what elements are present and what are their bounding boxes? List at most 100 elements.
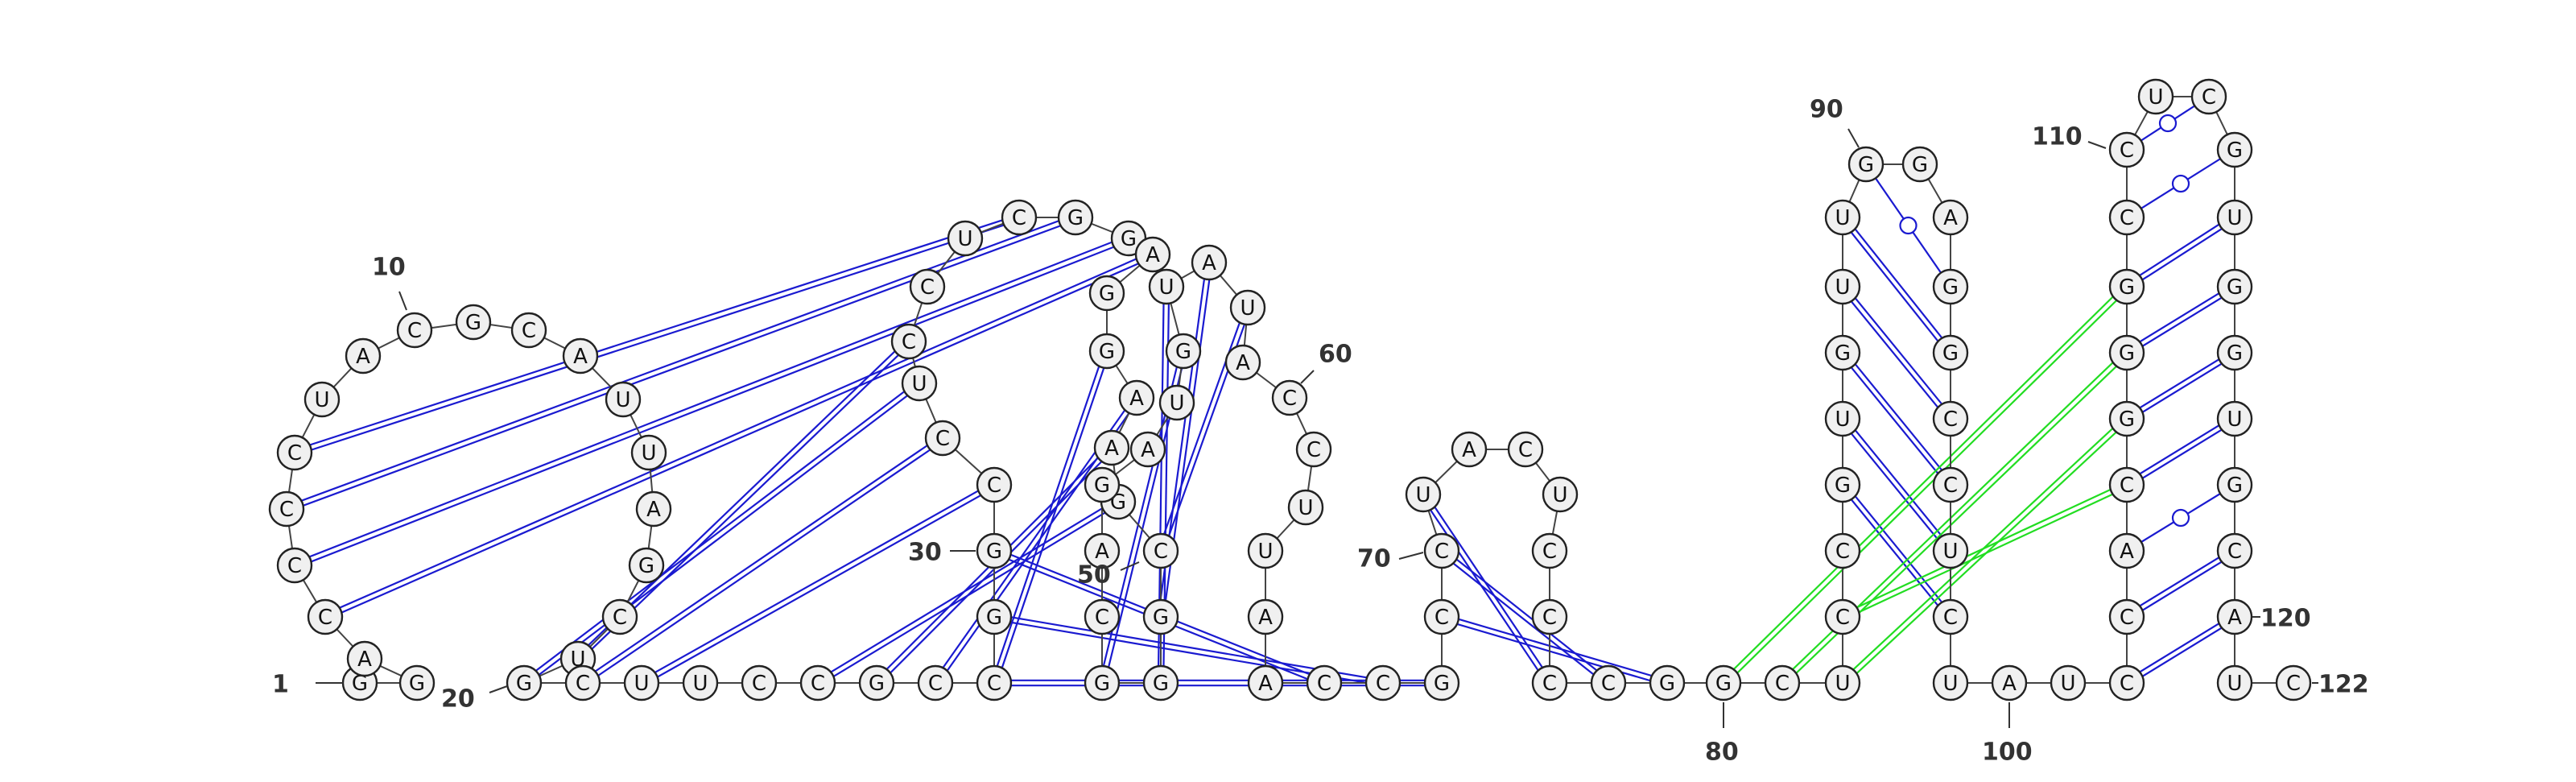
nucleotide-106: G	[2108, 400, 2145, 437]
nucleotide-circle	[623, 664, 660, 701]
nucleotide-letter: G	[465, 311, 481, 335]
nucleotide-circle	[1932, 334, 1969, 371]
nucleotide-letter: A	[2120, 540, 2134, 564]
nucleotide-letter: C	[928, 672, 943, 696]
nucleotide-circle	[1932, 532, 1969, 569]
nucleotide-73: C	[1507, 431, 1544, 468]
nucleotide-circle	[346, 640, 383, 677]
nucleotide-circle	[1287, 489, 1324, 526]
nucleotide-32: C	[924, 420, 961, 457]
nucleotide-circle	[601, 598, 638, 635]
nucleotide-letter: G	[1121, 227, 1137, 251]
nucleotide-110: C	[2108, 131, 2145, 168]
pair-line-b	[1443, 548, 1611, 682]
nucleotide-circle	[1764, 664, 1801, 701]
nucleotide-letter: U	[2227, 206, 2242, 230]
nucleotide-47: G	[1142, 598, 1179, 635]
nucleotide-letter: U	[1835, 672, 1850, 696]
nucleotide-letter: C	[1012, 206, 1026, 230]
nucleotide-3: A	[346, 640, 383, 677]
pair-line-b	[1424, 492, 1553, 682]
pair-line-a	[287, 218, 1077, 513]
nucleotide-letter: G	[869, 672, 885, 696]
pair-line-b	[2124, 614, 2234, 682]
nucleotide-circle	[506, 664, 543, 701]
nucleotide-circle	[1084, 466, 1121, 503]
nucleotide-letter: A	[1104, 437, 1119, 461]
nucleotide-92: A	[1932, 199, 1969, 236]
nucleotide-letter: C	[613, 606, 627, 630]
nucleotide-circle	[1423, 532, 1460, 569]
nucleotide-letter: U	[1835, 408, 1850, 432]
nucleotide-letter: G	[986, 540, 1002, 564]
nucleotide-letter: C	[1943, 606, 1958, 630]
nucleotide-120: A	[2216, 598, 2253, 635]
nucleotide-letter: U	[2227, 672, 2242, 696]
nucleotide-letter: C	[1943, 474, 1958, 498]
nucleotide-letter: C	[1307, 438, 1321, 462]
nucleotide-circle	[1084, 598, 1121, 635]
position-label-80: 80	[1705, 702, 1739, 767]
nucleotide-circle	[276, 434, 313, 471]
pair-line-a	[1440, 619, 1667, 687]
nucleotide-101: U	[2050, 664, 2087, 701]
nucleotide-66: C	[1306, 664, 1343, 701]
nucleotide-circle	[1824, 268, 1861, 305]
nucleotide-letter: C	[1435, 540, 1449, 564]
nucleotide-circle	[890, 323, 927, 360]
nucleotide-72: A	[1451, 431, 1488, 468]
position-label-110: 110	[2032, 123, 2107, 151]
position-label-30: 30	[908, 539, 976, 567]
nucleotide-12: C	[510, 312, 547, 349]
nucleotide-circle	[1129, 431, 1166, 468]
nucleotide-circle	[1142, 598, 1179, 635]
base-pair-87-96	[1839, 350, 1954, 487]
position-label-120: 120	[2252, 605, 2311, 633]
nucleotide-90: G	[1847, 146, 1885, 183]
nucleotide-circle	[1247, 598, 1284, 635]
pair-line-b	[2124, 350, 2234, 418]
nucleotide-letter: U	[1169, 391, 1184, 416]
nucleotide-13: A	[562, 337, 599, 374]
nucleotide-64: A	[1247, 598, 1284, 635]
nucleotide-95: C	[1932, 400, 1969, 437]
pair-line-a	[1843, 486, 2128, 620]
nucleotide-circle	[1084, 664, 1121, 701]
base-pair-22-31	[639, 482, 997, 686]
nucleotide-82: U	[1824, 664, 1861, 701]
nucleotide-79: G	[1649, 664, 1686, 701]
nucleotide-87: G	[1824, 334, 1861, 371]
nucleotide-circle	[1932, 199, 1969, 236]
nucleotide-121: U	[2216, 664, 2253, 701]
nucleotide-circle	[1165, 333, 1202, 370]
nucleotide-letter: U	[911, 372, 927, 396]
nucleotide-letter: G	[2227, 275, 2243, 300]
nucleotide-letter: G	[1715, 672, 1732, 696]
nucleotide-letter: C	[1943, 408, 1958, 432]
nucleotide-circle	[858, 664, 895, 701]
nucleotide-60: C	[1271, 379, 1308, 416]
nucleotide-88: U	[1824, 268, 1861, 305]
nucleotide-letter: G	[1942, 341, 1959, 366]
nucleotide-letter: G	[2227, 341, 2243, 366]
pair-line-a	[1724, 288, 2130, 686]
nucleotide-letter: A	[1202, 251, 1216, 275]
base-pair-89-94	[1839, 215, 1954, 355]
position-number: 50	[1077, 561, 1111, 590]
nucleotide-22: U	[623, 664, 660, 701]
pair-line-b	[1843, 284, 1954, 418]
pair-line-a	[2128, 288, 2237, 356]
nucleotide-circle	[276, 547, 313, 584]
nucleotide-107: G	[2108, 334, 2145, 371]
base-pair-88-95	[1839, 284, 1954, 421]
nucleotide-letter: G	[1099, 340, 1115, 364]
nucleotide-20: G	[506, 664, 543, 701]
nucleotide-69: C	[1423, 598, 1460, 635]
nucleotide-letter: G	[1094, 474, 1110, 498]
nucleotide-circle	[345, 337, 382, 374]
nucleotide-letter: G	[1094, 672, 1110, 696]
nucleotide-115: G	[2216, 268, 2253, 305]
nucleotide-letter: U	[1158, 275, 1174, 300]
